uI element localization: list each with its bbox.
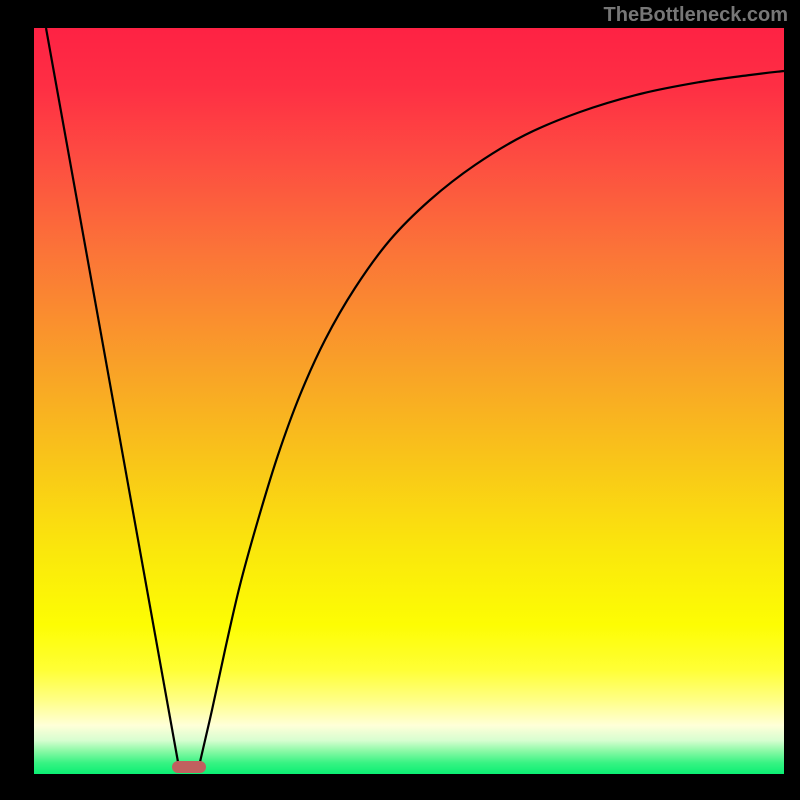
chart-container: TheBottleneck.com (0, 0, 800, 800)
watermark-text: TheBottleneck.com (604, 4, 788, 27)
bottleneck-chart (0, 0, 800, 800)
chart-background (34, 28, 784, 774)
minimum-marker (172, 761, 206, 773)
